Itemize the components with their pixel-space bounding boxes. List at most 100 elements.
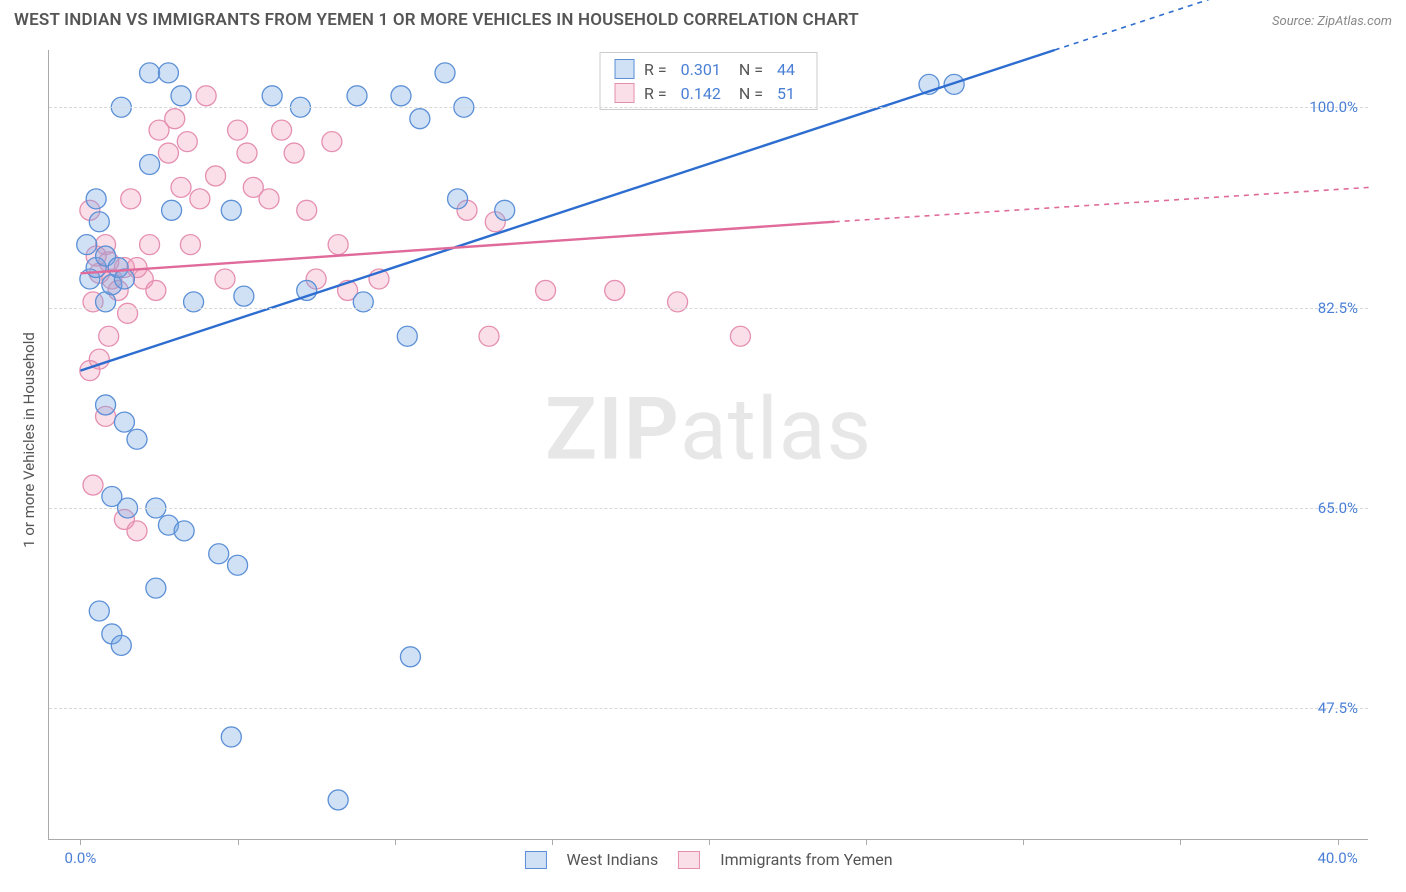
scatter-point-blue: [158, 63, 178, 83]
scatter-point-pink: [118, 303, 138, 323]
y-tick-label: 100.0%: [1309, 98, 1358, 116]
scatter-point-pink: [228, 120, 248, 140]
x-tick: [80, 839, 81, 845]
n-value-blue: 44: [777, 60, 795, 79]
scatter-point-pink: [171, 177, 191, 197]
chart-title: WEST INDIAN VS IMMIGRANTS FROM YEMEN 1 O…: [14, 10, 859, 30]
scatter-point-blue: [171, 86, 191, 106]
scatter-point-blue: [209, 544, 229, 564]
r-value-blue: 0.301: [681, 60, 721, 79]
scatter-point-blue: [435, 63, 455, 83]
scatter-point-blue: [347, 86, 367, 106]
scatter-point-blue: [400, 647, 420, 667]
scatter-point-pink: [215, 269, 235, 289]
scatter-point-blue: [127, 429, 147, 449]
n-value-pink: 51: [777, 84, 795, 103]
x-tick: [238, 839, 239, 845]
y-tick-label: 82.5%: [1318, 299, 1358, 317]
plot-area: ZIPatlas R = 0.301 N = 44 R = 0.142 N = …: [48, 50, 1368, 840]
scatter-point-blue: [140, 154, 160, 174]
scatter-point-pink: [272, 120, 292, 140]
scatter-point-blue: [146, 578, 166, 598]
scatter-point-pink: [196, 86, 216, 106]
x-tick: [552, 839, 553, 845]
scatter-point-blue: [391, 86, 411, 106]
gridline: [49, 308, 1368, 309]
legend-label-pink: Immigrants from Yemen: [720, 850, 892, 869]
scatter-point-blue: [262, 86, 282, 106]
scatter-point-blue: [162, 200, 182, 220]
scatter-point-pink: [536, 280, 556, 300]
scatter-point-blue: [114, 412, 134, 432]
scatter-point-pink: [206, 166, 226, 186]
source-attribution: Source: ZipAtlas.com: [1272, 14, 1392, 29]
scatter-point-blue: [328, 790, 348, 810]
gridline: [49, 107, 1368, 108]
x-tick: [709, 839, 710, 845]
legend-swatch-pink: [678, 851, 700, 869]
y-tick-label: 65.0%: [1318, 499, 1358, 517]
scatter-point-blue: [77, 235, 97, 255]
chart-svg: [49, 50, 1368, 839]
stats-row-blue: R = 0.301 N = 44: [614, 57, 803, 81]
scatter-point-pink: [190, 189, 210, 209]
scatter-point-blue: [221, 727, 241, 747]
scatter-point-pink: [668, 292, 688, 312]
scatter-point-pink: [237, 143, 257, 163]
x-tick: [395, 839, 396, 845]
scatter-point-pink: [180, 235, 200, 255]
scatter-point-pink: [140, 235, 160, 255]
scatter-point-pink: [146, 280, 166, 300]
y-tick-label: 47.5%: [1318, 699, 1358, 717]
scatter-point-pink: [284, 143, 304, 163]
legend-label-blue: West Indians: [566, 850, 658, 869]
x-tick: [1023, 839, 1024, 845]
scatter-point-blue: [89, 212, 109, 232]
scatter-point-blue: [114, 269, 134, 289]
scatter-point-pink: [177, 132, 197, 152]
scatter-point-pink: [479, 326, 499, 346]
x-tick: [866, 839, 867, 845]
stats-legend-box: R = 0.301 N = 44 R = 0.142 N = 51: [599, 52, 818, 110]
scatter-point-pink: [322, 132, 342, 152]
scatter-point-blue: [174, 521, 194, 541]
scatter-point-blue: [111, 635, 131, 655]
scatter-point-blue: [397, 326, 417, 346]
scatter-point-blue: [86, 189, 106, 209]
scatter-point-blue: [234, 286, 254, 306]
scatter-point-pink: [99, 326, 119, 346]
gridline: [49, 508, 1368, 509]
stats-row-pink: R = 0.142 N = 51: [614, 81, 803, 105]
swatch-blue: [614, 59, 634, 79]
scatter-point-blue: [448, 189, 468, 209]
scatter-point-pink: [328, 235, 348, 255]
scatter-point-pink: [297, 200, 317, 220]
scatter-point-pink: [158, 143, 178, 163]
scatter-point-blue: [221, 200, 241, 220]
scatter-point-pink: [605, 280, 625, 300]
gridline: [49, 708, 1368, 709]
scatter-point-pink: [121, 189, 141, 209]
r-value-pink: 0.142: [681, 84, 721, 103]
y-axis-title: 1 or more Vehicles in Household: [20, 332, 38, 548]
scatter-point-blue: [410, 109, 430, 129]
scatter-point-pink: [83, 475, 103, 495]
scatter-point-blue: [495, 200, 515, 220]
x-tick-label-right: 40.0%: [1317, 849, 1357, 867]
scatter-point-blue: [89, 601, 109, 621]
swatch-pink: [614, 83, 634, 103]
x-tick: [1338, 839, 1339, 845]
scatter-point-pink: [259, 189, 279, 209]
legend-swatch-blue: [524, 851, 546, 869]
scatter-point-blue: [353, 292, 373, 312]
scatter-point-pink: [165, 109, 185, 129]
scatter-point-blue: [140, 63, 160, 83]
bottom-legend: West Indians Immigrants from Yemen: [524, 850, 892, 869]
scatter-point-pink: [730, 326, 750, 346]
scatter-point-blue: [184, 292, 204, 312]
trend-line-extension: [835, 187, 1369, 221]
x-tick-label-left: 0.0%: [65, 849, 97, 867]
scatter-point-pink: [127, 521, 147, 541]
scatter-point-blue: [228, 555, 248, 575]
x-tick: [1180, 839, 1181, 845]
